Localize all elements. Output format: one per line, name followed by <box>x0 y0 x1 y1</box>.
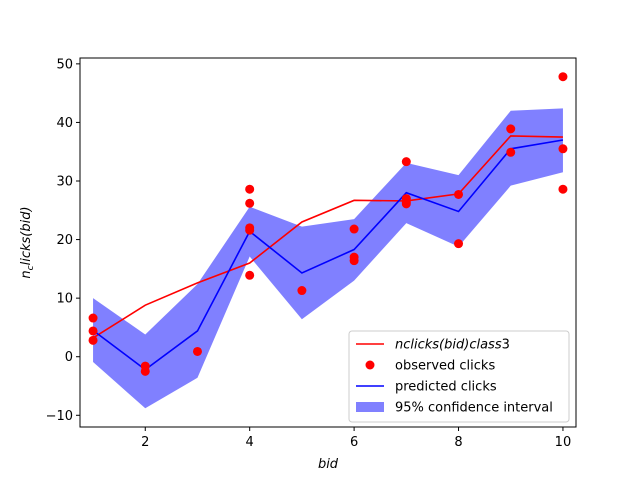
legend-label: 95% confidence interval <box>395 401 553 416</box>
y-tick-label: 30 <box>56 175 73 190</box>
observed-point <box>349 256 359 266</box>
y-axis-label: nclicks(bid) <box>19 206 36 278</box>
x-axis-label: bid <box>318 457 339 472</box>
confidence-band <box>93 108 563 409</box>
x-axis: 2 4 6 8 10 <box>141 427 571 450</box>
legend-patch-symbol <box>356 402 384 412</box>
observed-point <box>506 124 516 134</box>
observed-point <box>245 270 255 280</box>
x-tick-label: 2 <box>141 435 149 450</box>
predicted-line-layer <box>92 139 564 371</box>
observed-point <box>88 326 98 336</box>
y-tick-label: 0 <box>65 350 73 365</box>
x-tick-label: 8 <box>454 435 462 450</box>
class-line <box>92 135 563 339</box>
predicted-line <box>92 139 564 371</box>
y-tick-label: 40 <box>56 116 73 131</box>
observed-point <box>558 184 568 194</box>
x-tick-label: 6 <box>350 435 358 450</box>
observed-points-layer <box>88 72 568 376</box>
observed-point <box>558 72 568 82</box>
legend-label: predicted clicks <box>395 380 497 395</box>
y-tick-label: −10 <box>46 409 73 424</box>
plot-frame <box>79 57 577 428</box>
observed-point <box>401 157 411 167</box>
observed-point <box>558 144 568 154</box>
observed-point <box>192 346 202 356</box>
y-tick-label: 20 <box>56 233 73 248</box>
x-tick-label: 4 <box>246 435 254 450</box>
observed-point <box>454 189 464 199</box>
y-tick-label: 50 <box>56 57 73 72</box>
observed-point <box>297 286 307 296</box>
observed-point <box>506 147 516 157</box>
confidence-band-layer <box>93 108 563 409</box>
observed-point <box>349 224 359 234</box>
legend: nclicks(bid)class3 observed clicks predict… <box>348 330 570 423</box>
observed-point <box>454 239 464 249</box>
y-tick-label: 10 <box>56 292 73 307</box>
legend-label: observed clicks <box>395 359 495 374</box>
observed-point <box>140 366 150 376</box>
observed-point <box>401 199 411 209</box>
observed-point <box>245 198 255 208</box>
class-line-layer <box>92 135 563 339</box>
observed-point <box>88 313 98 323</box>
observed-point <box>88 335 98 345</box>
legend-box <box>348 330 570 423</box>
observed-point <box>245 184 255 194</box>
x-tick-label: 10 <box>555 435 572 450</box>
y-axis: −10 0 10 20 30 40 50 <box>46 57 80 424</box>
observed-point <box>245 225 255 235</box>
legend-label: nclicks(bid)class3 <box>395 338 510 353</box>
legend-marker-symbol <box>365 360 375 370</box>
